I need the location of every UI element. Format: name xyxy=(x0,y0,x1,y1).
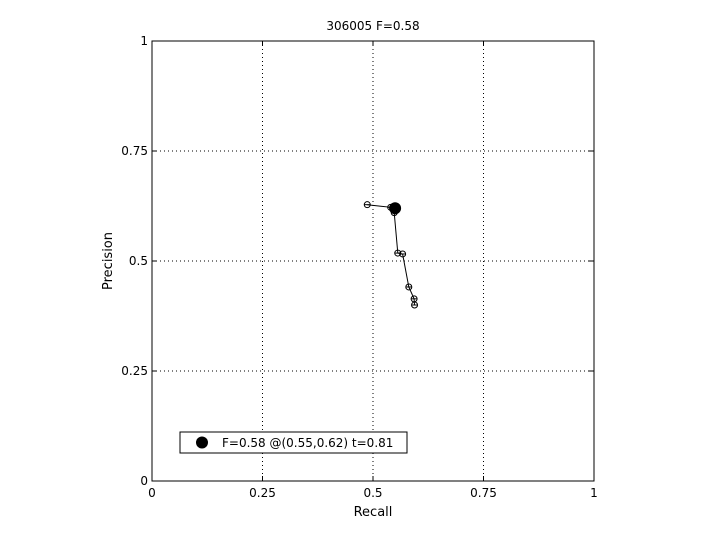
legend-marker-best-point xyxy=(196,436,208,449)
y-tick-label: 0 xyxy=(140,474,148,488)
x-tick-label: 0.5 xyxy=(363,486,382,500)
y-tick-labels: 0 0.25 0.5 0.75 1 xyxy=(121,34,148,488)
best-point-group xyxy=(389,202,402,215)
y-tick-label: 0.5 xyxy=(129,254,148,268)
legend: F=0.58 @(0.55,0.62) t=0.81 xyxy=(179,431,408,454)
x-tick-label: 0.25 xyxy=(249,486,276,500)
y-tick-label: 0.75 xyxy=(121,144,148,158)
tick-marks xyxy=(151,40,595,482)
y-tick-label: 1 xyxy=(140,34,148,48)
x-axis-label: Recall xyxy=(354,505,393,520)
x-tick-label: 1 xyxy=(590,486,598,500)
grid-lines xyxy=(152,41,594,481)
x-tick-labels: 0 0.25 0.5 0.75 1 xyxy=(148,486,598,500)
legend-box xyxy=(179,431,408,454)
x-tick-label: 0 xyxy=(148,486,156,500)
y-tick-label: 0.25 xyxy=(121,364,148,378)
chart-title: 306005 F=0.58 xyxy=(326,19,419,33)
best-point-marker xyxy=(389,202,402,215)
y-axis-label: Precision xyxy=(101,232,116,290)
legend-label: F=0.58 @(0.55,0.62) t=0.81 xyxy=(222,436,393,450)
x-tick-label: 0.75 xyxy=(470,486,497,500)
